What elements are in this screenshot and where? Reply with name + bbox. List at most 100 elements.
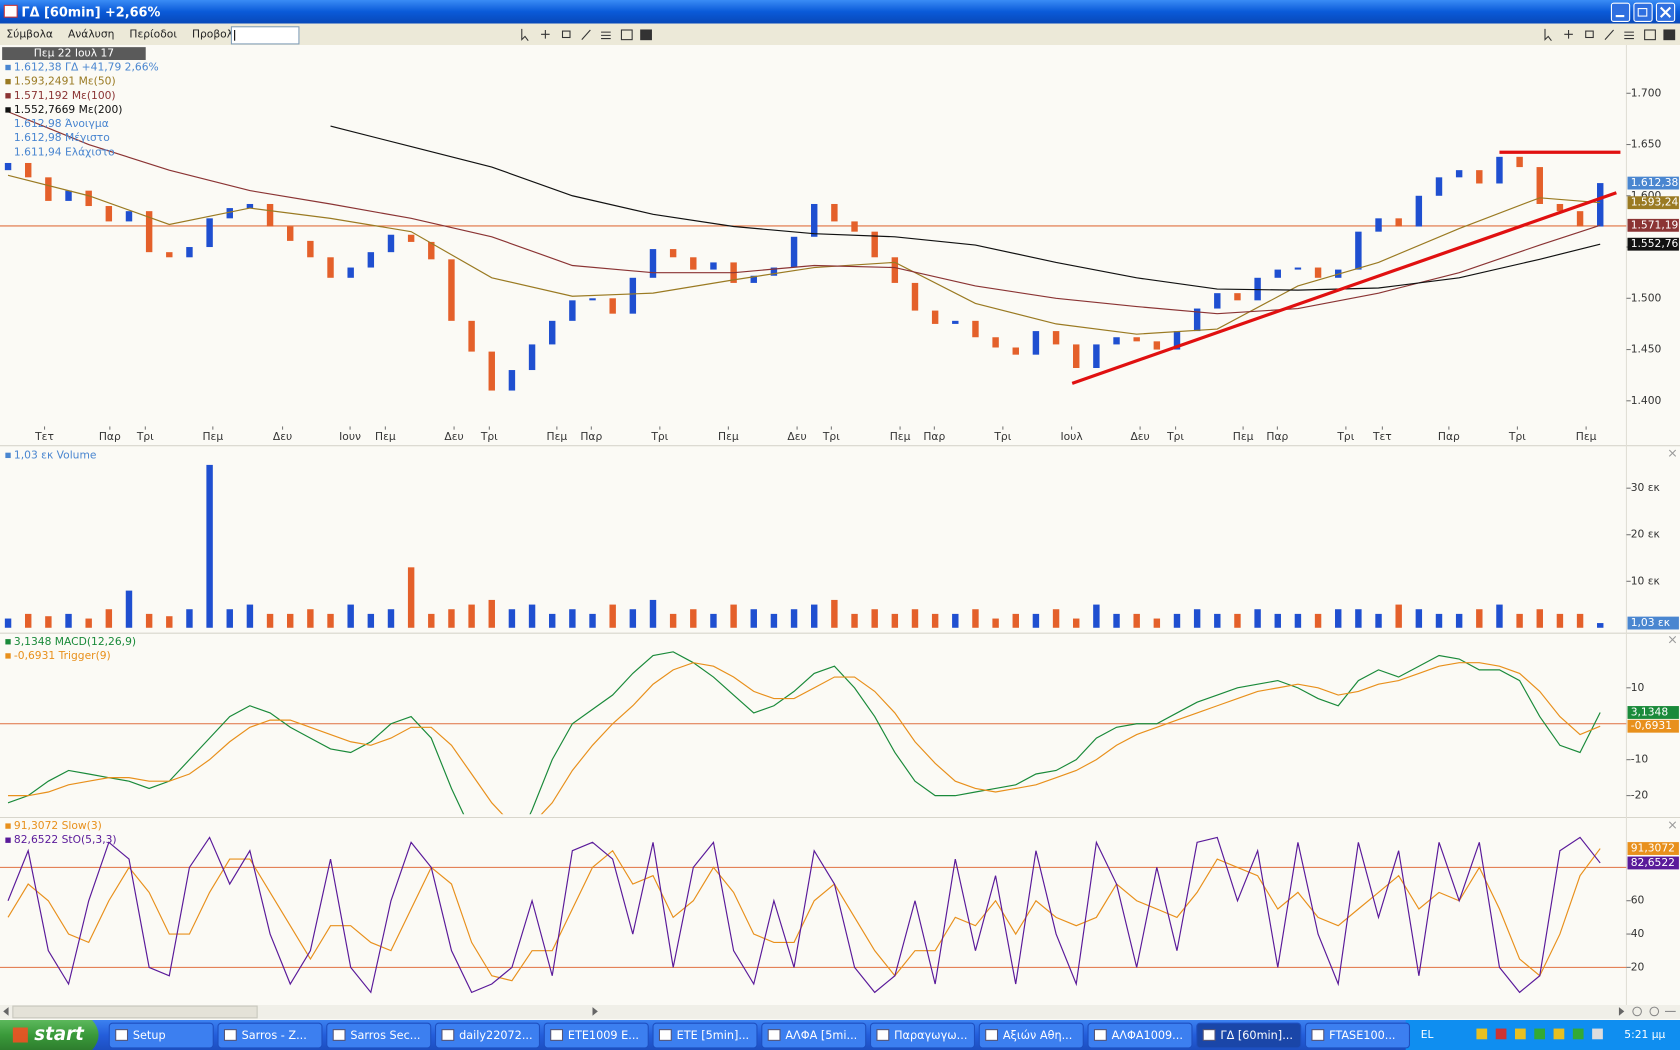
legend-value: 82,6522 [14,833,58,846]
task-button[interactable] [870,1022,975,1049]
start-label: start [34,1024,85,1045]
rect-tool[interactable] [561,30,571,39]
candle-body [1193,308,1201,332]
task-icon [115,1029,129,1041]
last-value-label: 3,1348 [1631,705,1669,718]
candle-body [145,211,153,253]
task-button[interactable] [1305,1022,1410,1049]
fib-tool[interactable] [601,31,611,40]
save-tool[interactable] [640,29,652,41]
last-value-label: 1.593,249 [1631,196,1680,209]
y-tick-label: 1.700 [1631,86,1662,99]
chart-tool-2[interactable] [1644,29,1656,41]
panel-close-icons[interactable] [1668,449,1677,829]
task-button[interactable] [108,1022,214,1049]
fib-tool-2[interactable] [1624,31,1634,40]
legend-value: 1.612,38 ΓΔ +41,79 2,66% [14,61,159,74]
candle-body [1435,177,1443,196]
legend-name: Με(200) [79,103,123,116]
legend-entry: 1.571,192 Με(100) [14,89,116,102]
language[interactable]: EL [1421,1028,1434,1041]
legend-swatch [5,639,11,645]
rect-tool-2[interactable] [1585,30,1594,39]
volume-bar [1395,604,1402,628]
minimize-button[interactable] [1610,2,1631,22]
task-button[interactable] [1087,1022,1193,1049]
task-label: Sarros - Z... [242,1029,307,1042]
x-tick-label: Ιουλ [1060,430,1083,443]
candle-body [1556,203,1564,212]
task-button[interactable] [217,1022,323,1049]
task-button[interactable] [1196,1022,1302,1049]
task-button[interactable] [652,1022,758,1049]
window-title: ΓΔ [60min] +2,66% [21,5,160,20]
legend-name: Με(50) [79,75,116,88]
scroll-thumb[interactable] [12,1005,258,1019]
candle-body [710,262,717,270]
task-label: ΑΛΦΑ [5mi... [785,1029,857,1042]
legend-value: 3,1348 [14,635,52,648]
y-tick-label: 1.450 [1631,343,1662,356]
legend-value: 1.552,7669 [14,103,75,116]
task-label: ΓΔ [60min]... [1220,1029,1293,1042]
line-tool-2[interactable] [1604,29,1614,40]
last-value-label: -0,6931 [1631,719,1672,732]
restore-button[interactable] [1633,2,1653,22]
cross-tool-2[interactable] [1564,30,1573,39]
volume-bar [952,613,959,628]
chart-tool[interactable] [620,29,633,41]
pointer-tool-2[interactable] [1544,28,1552,42]
task-button[interactable] [543,1022,649,1049]
candle-body [105,206,113,222]
task-icon [332,1029,346,1041]
last-value-box [1627,719,1679,733]
last-value-box [1627,616,1679,630]
candle-body [1052,331,1060,345]
candle-body [1133,337,1140,342]
menu-item[interactable]: Προβολή [192,27,240,40]
candle-body [25,162,32,178]
pointer-tool[interactable] [521,28,529,42]
candle-body [1476,170,1483,184]
save-tool-2[interactable] [1663,29,1676,41]
x-tick-label: Παρ [580,430,602,443]
candle-body [125,211,133,222]
volume-bar [871,609,878,628]
task-button[interactable] [761,1022,867,1049]
menu-item[interactable]: Σύμβολα [6,27,53,40]
symbol-input[interactable] [230,26,300,45]
volume-bar [448,609,455,628]
line-tool[interactable] [581,29,591,40]
volume-bar [1234,613,1241,628]
candle-body [266,203,274,227]
volume-bar [488,599,495,628]
series-line [7,836,1601,994]
candle-body [4,162,12,171]
volume-bar [891,613,899,628]
candle-body [327,257,334,278]
candle-body [1516,156,1523,168]
legend-swatch [5,823,11,829]
series-line [7,848,1601,982]
x-tick-label: Τρι [822,430,840,443]
cross-tool[interactable] [541,30,550,39]
scroll-bar[interactable] [0,1005,1680,1019]
volume-bar [1314,613,1322,628]
candle-body [508,370,516,391]
volume-bar [1032,613,1040,628]
task-button[interactable] [326,1022,432,1049]
x-tick-label: Πεμ [1576,430,1597,443]
task-label: ETE1009 E... [568,1029,639,1042]
y-tick-label: 10 εκ [1631,574,1661,587]
candle-body [186,247,193,258]
volume-bar [387,609,395,628]
last-value-box [1627,176,1679,190]
menu-item[interactable]: Ανάλυση [68,27,114,40]
task-button[interactable] [978,1022,1084,1049]
menu-bar [0,23,1680,45]
x-tick-label: Παρ [99,430,121,443]
task-button[interactable] [435,1022,540,1049]
legend-entry: -0,6931 Trigger(9) [14,649,111,662]
legend-entry: 82,6522 StO(5,3,3) [14,833,117,846]
menu-item[interactable]: Περίοδοι [129,27,177,40]
